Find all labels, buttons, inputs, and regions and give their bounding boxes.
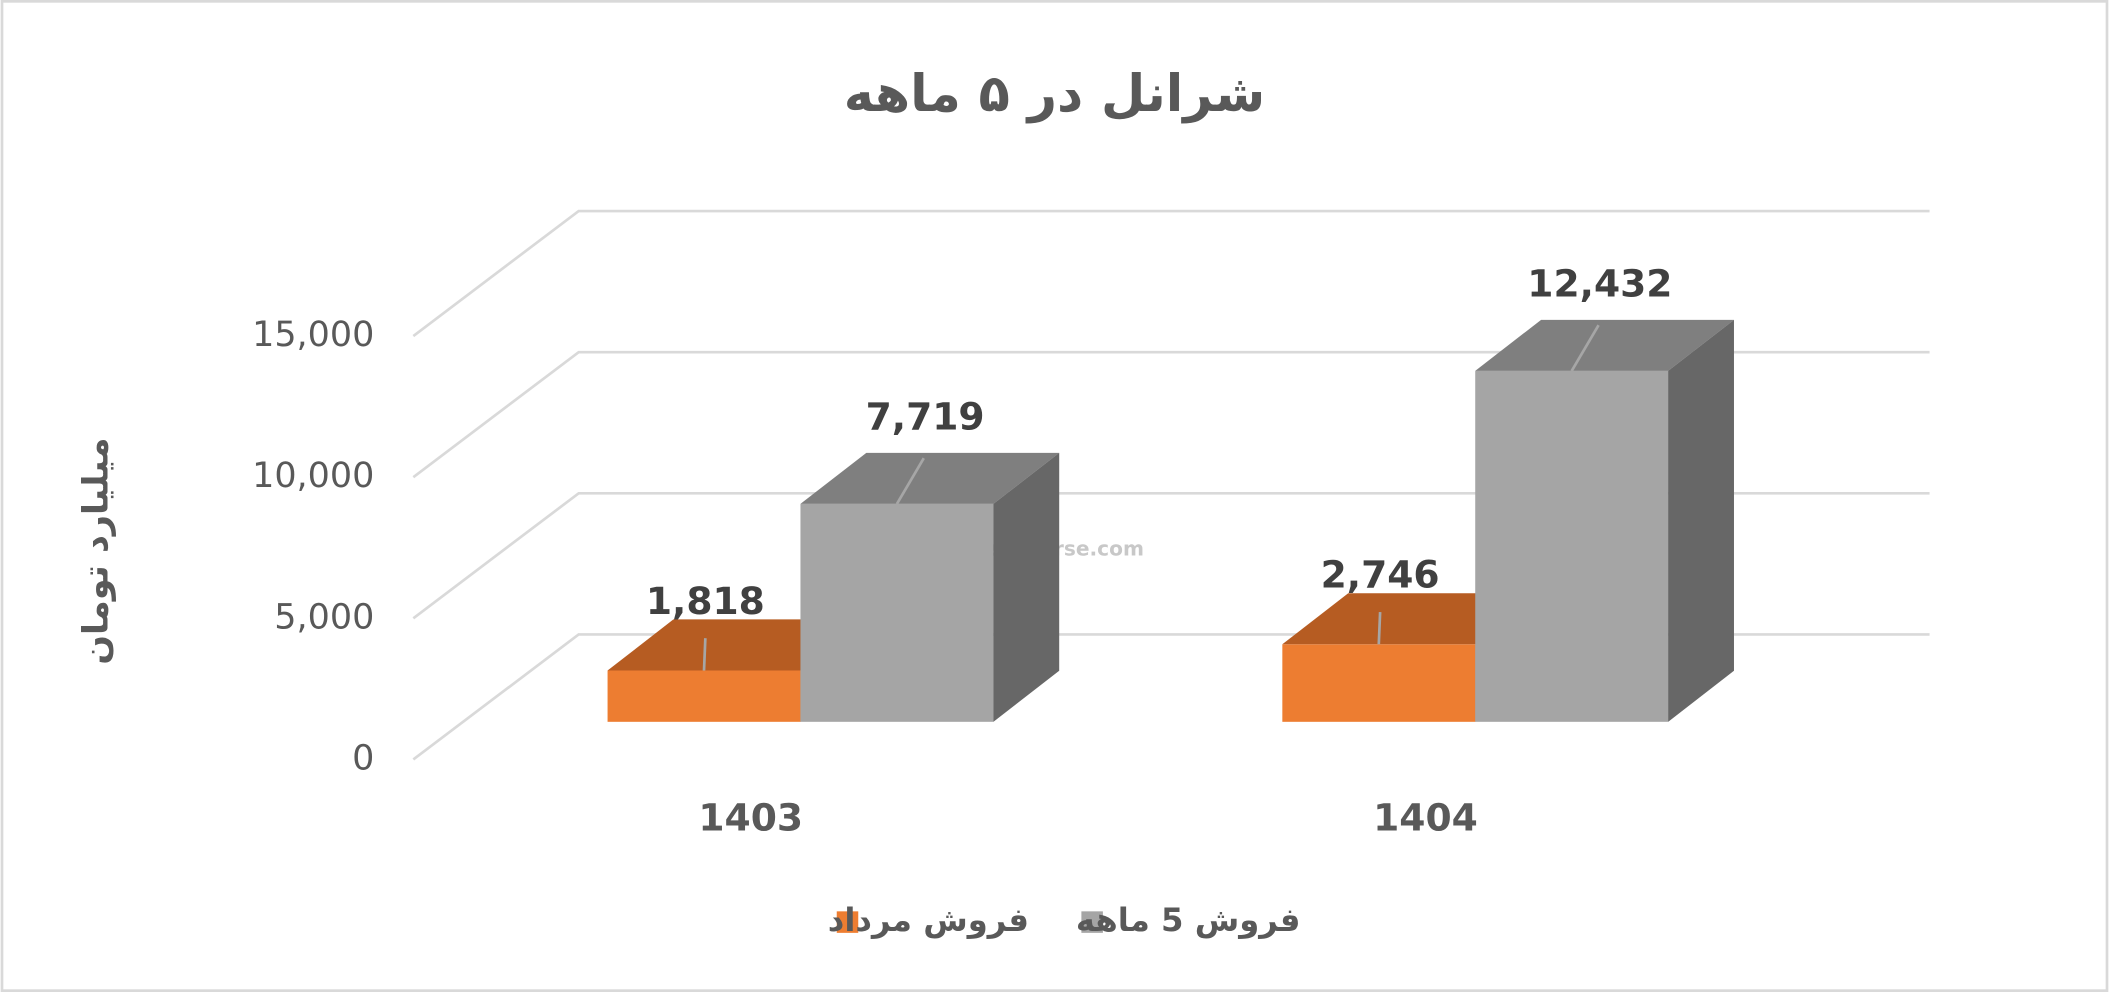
legend-label: فروش مرداد	[828, 901, 1029, 939]
legend-label: فروش 5 ماهه	[1076, 901, 1301, 939]
data-label: 1,818	[646, 579, 765, 623]
chart-title: شرانل در ۵ ماهه	[844, 65, 1266, 124]
bar-front	[800, 503, 994, 722]
bar-side	[993, 452, 1060, 722]
grid-line	[412, 209, 1930, 338]
leader-line	[1377, 611, 1382, 645]
legend-swatch	[836, 911, 859, 933]
data-label: 7,719	[866, 395, 985, 439]
x-tick-label: 1404	[1373, 795, 1478, 839]
grid-line	[412, 350, 1930, 479]
leader-line	[895, 457, 925, 505]
y-tick-label: 10,000	[252, 456, 374, 496]
y-tick-label: 5,000	[274, 597, 374, 637]
y-tick-label: 0	[352, 738, 374, 778]
legend-swatch	[1081, 911, 1103, 933]
bar-front	[1282, 644, 1476, 722]
bar-side	[1668, 319, 1734, 722]
leader-line	[1570, 324, 1600, 372]
bar-top	[800, 452, 1060, 504]
x-tick-label: 1403	[698, 795, 803, 839]
data-label: 12,432	[1527, 262, 1672, 306]
y-axis-label: میلیارد تومان	[76, 437, 116, 664]
bar-top	[1475, 319, 1734, 371]
y-tick-label: 15,000	[252, 315, 374, 355]
data-label: 2,746	[1321, 553, 1440, 597]
leader-line	[702, 638, 707, 671]
bar-front	[607, 670, 801, 722]
bar-front	[1475, 370, 1669, 722]
